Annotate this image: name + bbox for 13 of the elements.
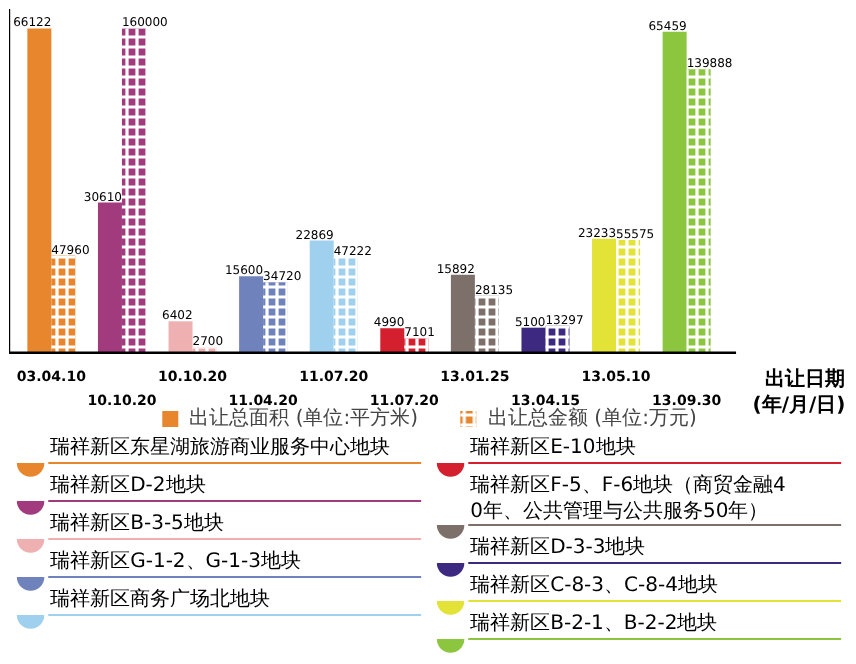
text: 瑞祥新区G-1-2、G-1-3地块 [50, 549, 301, 573]
text: 瑞祥新区B-3-5地块 [50, 511, 224, 535]
text: 瑞祥新区F-5、F-6地块（商贸金融40年、公共管理与公共服务50年） [470, 473, 786, 524]
text: 瑞祥新区商务广场北地块 [50, 587, 271, 611]
bar [168, 321, 193, 353]
text: 瑞祥新区D-3-3地块 [470, 535, 646, 559]
text: 瑞祥新区D-2地块 [50, 473, 206, 497]
legend-label: 出让总金额 (单位:万元) [488, 406, 697, 432]
legend-label: 出让总面积 (单位:平方米) [189, 406, 418, 432]
bar [27, 28, 52, 353]
text: 瑞祥新区B-2-1、B-2-2地块 [470, 611, 718, 635]
text: 瑞祥新区C-8-3、C-8-4地块 [470, 573, 718, 597]
x-axis-title: 出让日期 (年/月/日) [752, 366, 846, 418]
